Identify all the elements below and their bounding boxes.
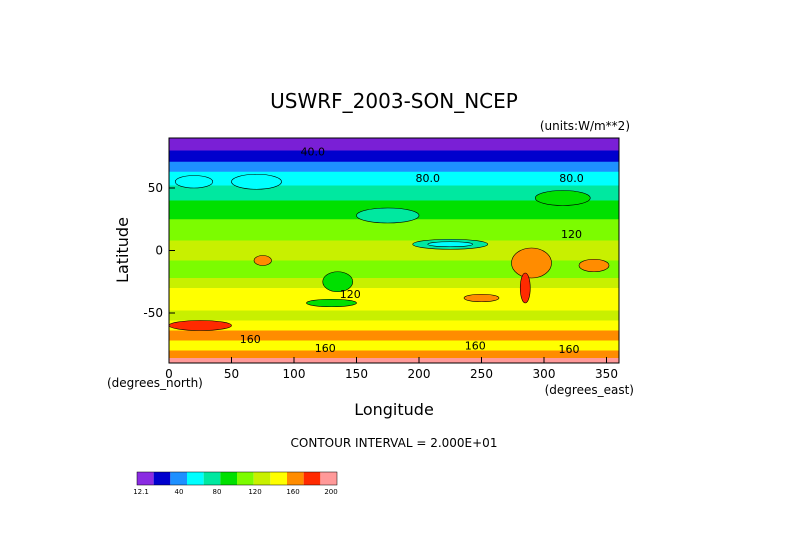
colorbar-label-5: 200 xyxy=(324,488,337,496)
contour-label-2: 80.0 xyxy=(559,172,584,185)
contour-interval-text: CONTOUR INTERVAL = 2.000E+01 xyxy=(291,436,498,450)
feature-1 xyxy=(427,241,474,248)
lat-band-4 xyxy=(169,185,619,201)
contour-label-8: 160 xyxy=(559,343,580,356)
lat-band-0 xyxy=(169,138,619,151)
y-tick-label-1: 0 xyxy=(155,244,163,258)
y-tick-label-0: -50 xyxy=(143,306,163,320)
colorbar-swatch-2 xyxy=(170,472,187,485)
lat-band-12 xyxy=(169,320,619,331)
feature-3 xyxy=(174,175,214,189)
feature-4 xyxy=(511,247,552,279)
feature-5 xyxy=(578,258,610,273)
feature-12 xyxy=(534,190,591,206)
contour-label-3: 120 xyxy=(561,228,582,241)
x-tick-label-1: 50 xyxy=(224,367,239,381)
colorbar-swatch-3 xyxy=(187,472,204,485)
feature-11 xyxy=(306,298,357,308)
x-axis-ticks: 0 50 100 150 200 250 300 350 xyxy=(165,357,618,381)
chart-title: USWRF_2003-SON_NCEP xyxy=(270,89,518,113)
lat-band-13 xyxy=(169,330,619,341)
lat-band-7 xyxy=(169,240,619,261)
contour-label-0: 40.0 xyxy=(301,146,326,159)
x-tick-label-6: 300 xyxy=(533,367,556,381)
feature-6 xyxy=(253,255,272,266)
colorbar-swatch-0 xyxy=(137,472,154,485)
contour-label-4: 120 xyxy=(340,288,361,301)
contour-label-5: 160 xyxy=(240,333,261,346)
lat-band-15 xyxy=(169,350,619,359)
colorbar-label-4: 160 xyxy=(286,488,299,496)
x-unit-label: (degrees_east) xyxy=(545,383,634,397)
colorbar-swatch-7 xyxy=(253,472,271,485)
contour-label-7: 160 xyxy=(465,339,486,352)
latitude-bands xyxy=(169,138,619,363)
colorbar-swatch-6 xyxy=(237,472,254,485)
feature-8 xyxy=(322,271,354,293)
x-axis-label: Longitude xyxy=(354,400,434,419)
feature-10 xyxy=(169,320,232,331)
lat-band-9 xyxy=(169,278,619,289)
y-axis-ticks: -50 0 50 xyxy=(143,181,175,320)
x-tick-label-5: 250 xyxy=(470,367,493,381)
x-tick-label-4: 200 xyxy=(408,367,431,381)
units-label: (units:W/m**2) xyxy=(540,119,630,133)
colorbar-swatch-8 xyxy=(270,472,287,485)
colorbar-swatch-10 xyxy=(303,472,321,485)
colorbar-label-1: 40 xyxy=(175,488,184,496)
x-tick-label-7: 350 xyxy=(595,367,618,381)
feature-13 xyxy=(356,207,420,224)
feature-7 xyxy=(519,272,531,304)
contour-labels: 40.0 80.0 80.0 120 120 160 160 160 160 xyxy=(240,146,584,357)
lat-band-16 xyxy=(169,358,619,363)
colorbar-swatch-11 xyxy=(320,472,337,485)
lat-band-6 xyxy=(169,219,619,241)
plot-area: 40.0 80.0 80.0 120 120 160 160 160 160 xyxy=(169,138,619,363)
lat-band-8 xyxy=(169,260,619,279)
colorbar-frame xyxy=(136,471,338,486)
colorbar-swatch-5 xyxy=(220,472,237,485)
x-tick-label-3: 150 xyxy=(345,367,368,381)
lat-band-14 xyxy=(169,340,619,351)
x-tick-label-0: 0 xyxy=(165,367,173,381)
contour-label-6: 160 xyxy=(315,342,336,355)
colorbar-swatch-4 xyxy=(203,472,221,485)
colorbar-swatch-1 xyxy=(153,472,171,485)
contour-label-1: 80.0 xyxy=(416,172,441,185)
colorbar-label-2: 80 xyxy=(213,488,222,496)
y-axis-label: Latitude xyxy=(113,217,132,283)
feature-2 xyxy=(231,173,282,190)
y-unit-label: (degrees_north) xyxy=(107,376,203,390)
feature-9 xyxy=(463,293,500,303)
x-tick-label-2: 100 xyxy=(283,367,306,381)
colorbar: 12.1 40 80 120 160 200 xyxy=(133,471,338,496)
lat-band-10 xyxy=(169,288,619,311)
colorbar-label-3: 120 xyxy=(248,488,261,496)
lat-band-2 xyxy=(169,161,619,173)
colorbar-label-0: 12.1 xyxy=(133,488,149,496)
colorbar-swatch-9 xyxy=(287,472,304,485)
lat-band-11 xyxy=(169,310,619,321)
y-tick-label-2: 50 xyxy=(148,181,163,195)
lat-band-1 xyxy=(169,150,619,163)
regional-features xyxy=(169,173,610,331)
